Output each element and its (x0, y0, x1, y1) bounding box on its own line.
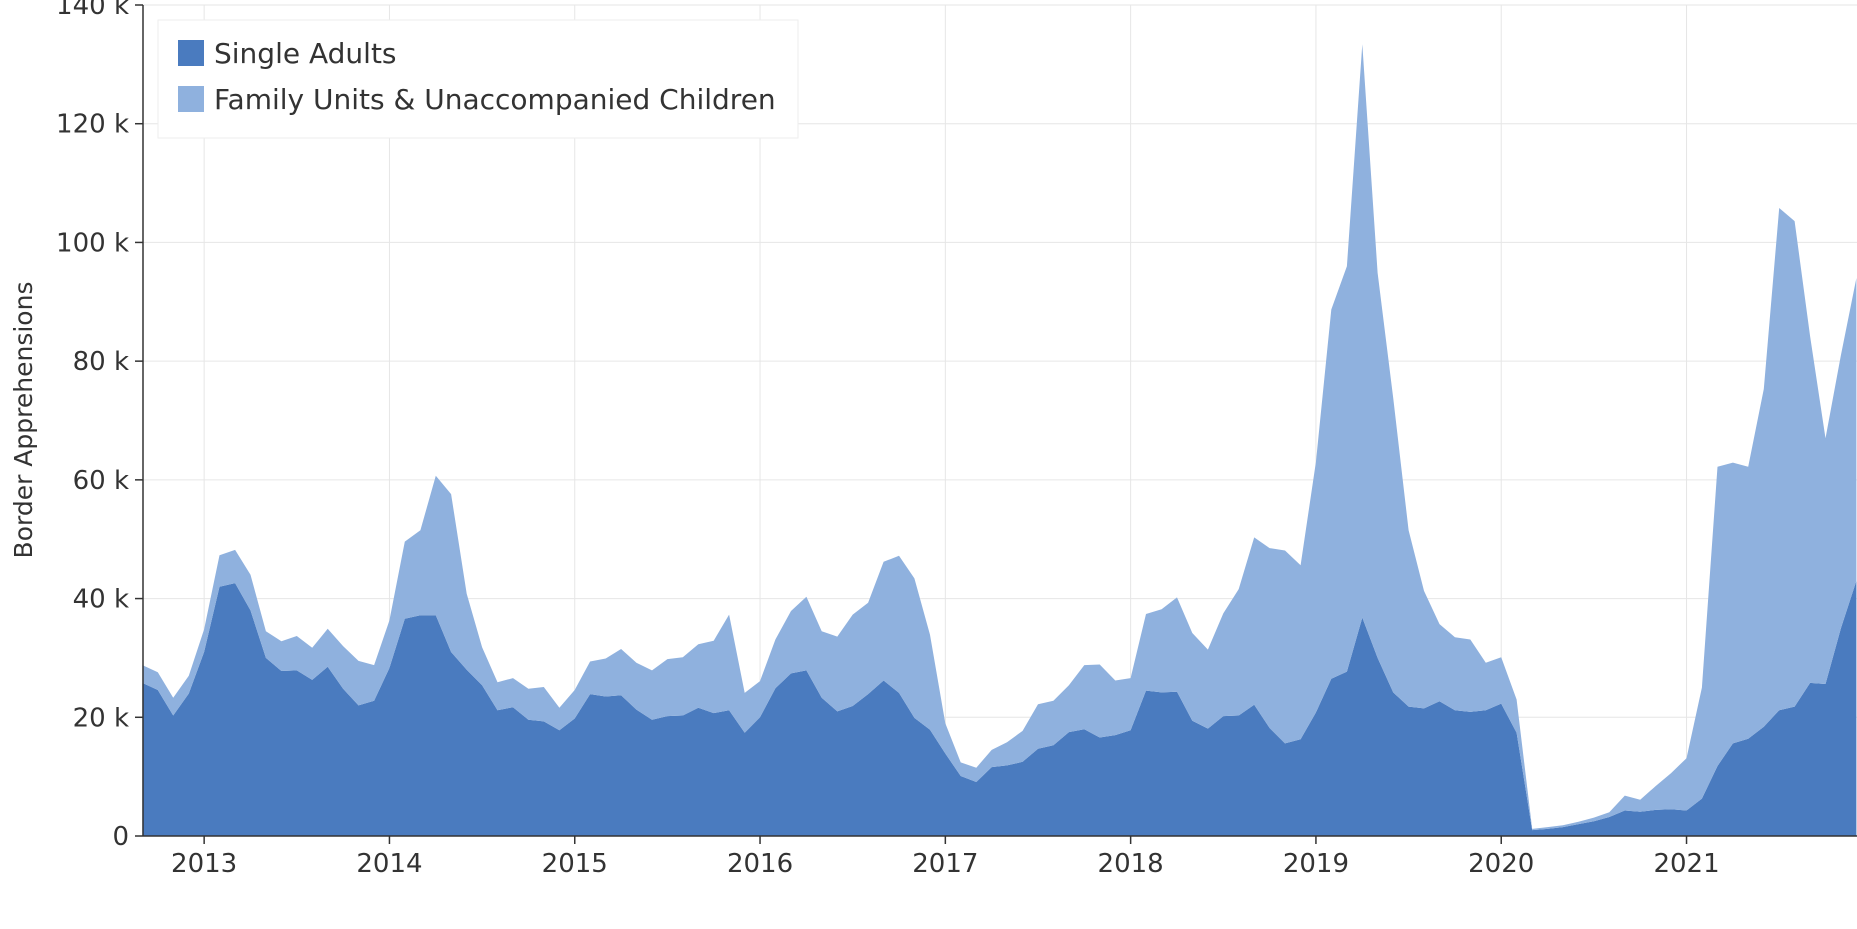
area-series-1 (142, 44, 1857, 831)
y-tick-label-0: 0 (112, 822, 129, 852)
x-tick-label-2017: 2017 (912, 849, 978, 879)
legend-label-0: Single Adults (214, 37, 397, 70)
y-tick-label-7: 140 k (56, 0, 129, 21)
x-tick-label-2018: 2018 (1098, 849, 1164, 879)
y-axis-title: Border Apprehensions (9, 282, 38, 559)
axes (142, 5, 1857, 837)
area-series (142, 44, 1857, 836)
y-tick-label-5: 100 k (56, 228, 129, 258)
x-tick-label-2014: 2014 (356, 849, 422, 879)
x-tick-label-2016: 2016 (727, 849, 793, 879)
x-tick-label-2021: 2021 (1653, 849, 1719, 879)
x-axis-ticks: 2013 2014 2015 2016 2017 2018 2019 2020 2021 (171, 836, 1720, 879)
legend-box (157, 19, 799, 139)
gridlines (143, 4, 1857, 836)
y-tick-label-1: 20 k (73, 703, 129, 733)
legend-swatch-1 (178, 86, 204, 112)
legend: Single Adults Family Units & Unaccompanie… (157, 19, 799, 139)
legend-label-1: Family Units & Unaccompanied Children (214, 83, 776, 116)
y-tick-label-6: 120 k (56, 110, 129, 140)
area-series-0 (142, 580, 1857, 836)
y-tick-label-3: 60 k (73, 466, 129, 496)
x-tick-label-2015: 2015 (542, 849, 608, 879)
y-tick-label-4: 80 k (73, 347, 129, 377)
x-tick-label-2013: 2013 (171, 849, 237, 879)
y-axis-ticks: 0 20 k 40 k 60 k 80 k 100 k 120 k 140 k (56, 0, 143, 852)
legend-swatch-0 (178, 40, 204, 66)
x-tick-label-2020: 2020 (1468, 849, 1534, 879)
y-tick-label-2: 40 k (73, 585, 129, 615)
x-tick-label-2019: 2019 (1283, 849, 1349, 879)
